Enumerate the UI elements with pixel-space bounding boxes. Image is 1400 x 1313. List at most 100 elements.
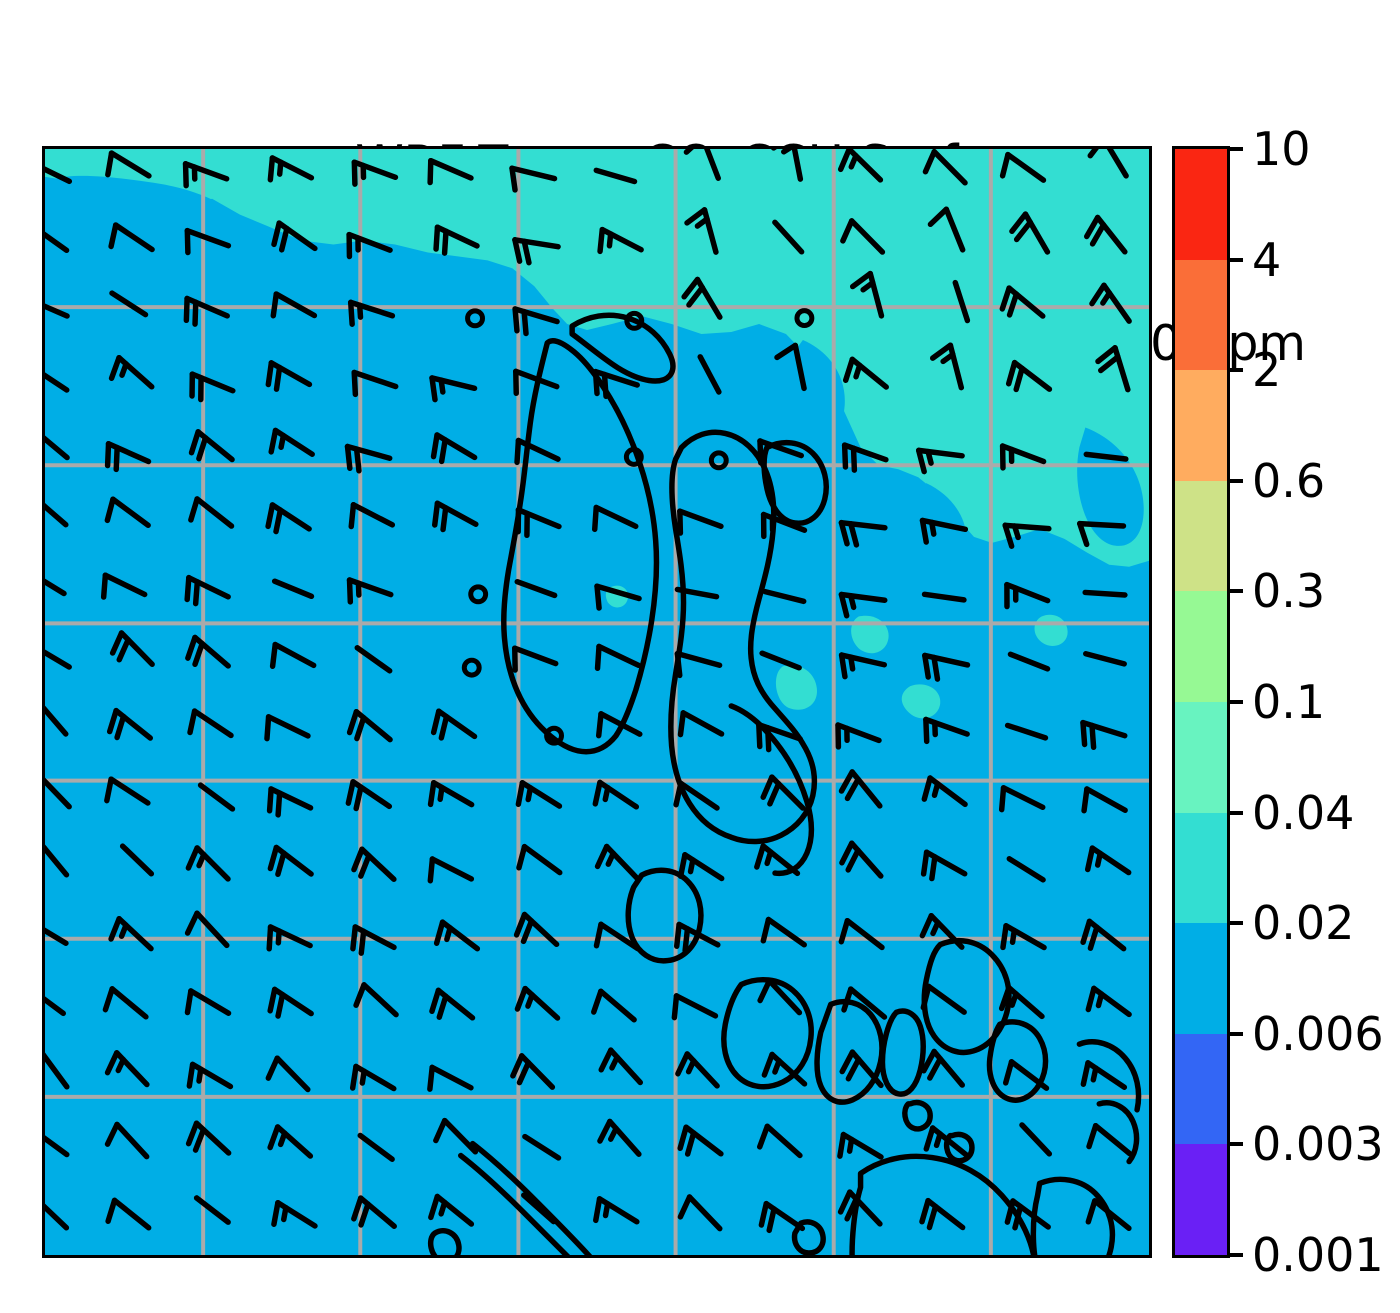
wind-barb	[108, 354, 155, 390]
contour-island	[901, 684, 941, 719]
wind-barb	[45, 578, 67, 597]
wind-barb	[104, 496, 151, 529]
wind-barb	[185, 634, 231, 669]
wind-barb	[105, 1197, 152, 1231]
wind-barb	[351, 159, 399, 187]
wind-barb	[268, 427, 315, 457]
wind-barb	[106, 707, 154, 741]
wind-barb	[515, 780, 563, 809]
wind-barb	[105, 150, 152, 179]
calm-wind-circle	[465, 308, 485, 329]
wind-barb	[754, 843, 801, 877]
wind-barb	[593, 1196, 640, 1225]
wind-barb	[346, 708, 393, 743]
wind-barb	[522, 1133, 562, 1161]
wind-barb	[919, 912, 965, 950]
wind-barb	[760, 511, 808, 540]
wind-barb	[349, 1063, 397, 1092]
colorbar-band	[1175, 259, 1227, 371]
colorbar-tick-label: 0.02	[1252, 896, 1355, 951]
wind-barb	[45, 372, 70, 393]
wind-barb	[759, 650, 802, 671]
coastline-path	[902, 1099, 933, 1132]
wind-barb	[185, 845, 231, 882]
wind-barb	[921, 775, 968, 808]
wind-barb	[193, 1195, 231, 1225]
wind-barb	[1006, 856, 1046, 883]
wind-barb	[1005, 359, 1053, 393]
colorbar-tick-label: 0.001	[1252, 1228, 1384, 1282]
wind-barb	[677, 710, 725, 738]
wind-barb	[999, 285, 1046, 319]
wind-barb	[677, 508, 724, 536]
wind-barb	[433, 224, 480, 256]
wind-barb	[839, 1049, 884, 1089]
wind-barb	[835, 722, 882, 750]
wind-barb	[591, 504, 639, 533]
contour-pocket	[54, 175, 246, 274]
wind-barb	[351, 1195, 397, 1229]
wind-barb	[674, 586, 720, 600]
wind-barb	[187, 708, 234, 739]
wind-barb	[267, 155, 315, 183]
colorbar-tick-label: 10	[1252, 122, 1311, 176]
wind-barb	[516, 843, 563, 876]
wind-barb	[266, 786, 314, 818]
wind-barb	[45, 927, 69, 946]
wind-barb	[104, 776, 151, 806]
coastline-path	[1076, 1039, 1142, 1113]
colorbar-tick-label: 4	[1252, 232, 1282, 287]
colorbar-tick-label: 0.006	[1252, 1006, 1384, 1061]
wind-barb	[842, 356, 889, 390]
wind-barb	[184, 910, 230, 949]
wind-barb	[1083, 214, 1128, 255]
colorbar-band	[1175, 590, 1227, 702]
wind-barb	[921, 591, 967, 603]
wind-barb	[353, 982, 399, 1018]
wind-barb	[427, 856, 475, 884]
colorbar-band	[1175, 1033, 1227, 1145]
wind-barb	[594, 583, 642, 611]
wind-barb	[920, 983, 967, 1015]
wind-barb	[838, 917, 885, 951]
coastline-path	[569, 312, 676, 384]
wind-barb	[351, 846, 397, 883]
wind-barb	[513, 368, 560, 396]
wind-barb	[509, 165, 558, 193]
wind-barb	[1084, 845, 1132, 876]
wind-barb	[841, 442, 889, 473]
wind-barb	[1085, 985, 1132, 1018]
wind-barb	[998, 785, 1046, 813]
wind-barb	[1082, 589, 1128, 598]
wind-barb	[428, 1193, 475, 1227]
colorbar-band	[1175, 369, 1227, 481]
map-plot-area	[42, 146, 1152, 1258]
wind-barb	[598, 1047, 644, 1086]
wind-barb	[109, 290, 149, 318]
colorbar-tick-label: 2	[1252, 343, 1282, 398]
calm-wind-circle	[544, 725, 565, 746]
wind-barb	[838, 591, 888, 619]
wind-barb	[771, 149, 804, 182]
wind-barb	[999, 151, 1047, 183]
wind-barb	[922, 652, 971, 682]
wind-barb	[920, 1048, 966, 1088]
wind-barb	[109, 630, 155, 668]
wind-barb	[772, 219, 805, 255]
wind-barb	[762, 588, 807, 605]
wind-barb	[1080, 1060, 1128, 1091]
wind-barb	[45, 1203, 70, 1231]
wind-barb	[512, 237, 561, 266]
wind-barb	[512, 306, 560, 337]
wind-barb	[838, 652, 888, 680]
wind-barb	[512, 645, 559, 673]
wind-barb	[269, 641, 317, 670]
wind-barb	[923, 1125, 970, 1159]
wind-barb	[433, 1117, 479, 1155]
calm-wind-circle	[708, 450, 729, 471]
wind-barb	[427, 157, 474, 186]
calm-wind-circle	[623, 446, 644, 467]
colorbar-band	[1175, 1143, 1227, 1255]
wind-barb	[838, 769, 883, 809]
